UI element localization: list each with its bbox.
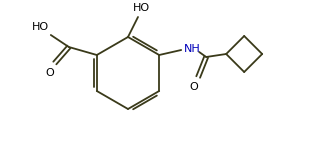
Text: O: O (45, 68, 54, 78)
Text: NH: NH (184, 44, 201, 54)
Text: HO: HO (132, 3, 149, 13)
Text: O: O (190, 82, 198, 92)
Text: HO: HO (32, 22, 49, 32)
